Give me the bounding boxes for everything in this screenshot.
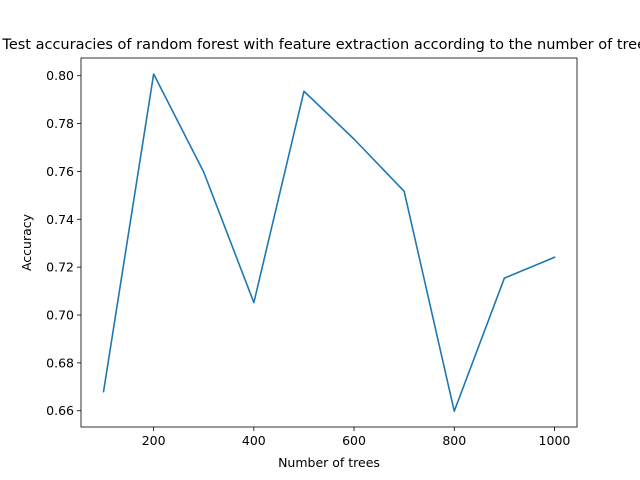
y-tick-label: 0.70: [46, 308, 74, 323]
x-tick-label: 400: [242, 433, 266, 448]
x-tick-label: 1000: [539, 433, 571, 448]
series-layer: [102, 73, 556, 413]
x-axis-label: Number of trees: [278, 455, 380, 470]
x-tick-label: 600: [342, 433, 366, 448]
y-axis-ticks: 0.66 0.68 0.70 0.72 0.74 0.76 0.78 0.80: [46, 68, 81, 418]
x-tick-label: 800: [442, 433, 466, 448]
y-tick-label: 0.76: [46, 164, 74, 179]
chart-title: Test accuracies of random forest with fe…: [1, 37, 640, 53]
plot-frame: [80, 57, 578, 428]
y-tick-label: 0.78: [46, 116, 74, 131]
y-tick-label: 0.68: [46, 355, 74, 370]
x-axis-ticks: 200 400 600 800 1000: [142, 427, 571, 448]
y-tick-label: 0.72: [46, 260, 74, 275]
y-tick-label: 0.80: [46, 68, 74, 83]
y-tick-label: 0.66: [46, 403, 74, 418]
x-tick-label: 200: [142, 433, 166, 448]
series-line: [102, 73, 556, 413]
y-axis-label: Accuracy: [19, 213, 34, 271]
plot-area: [81, 58, 577, 427]
y-tick-label: 0.74: [46, 212, 74, 227]
